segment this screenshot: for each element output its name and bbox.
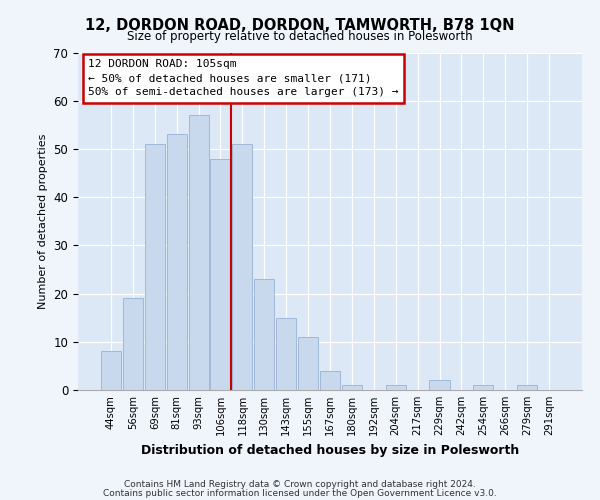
Bar: [386, 385, 406, 390]
Text: Contains public sector information licensed under the Open Government Licence v3: Contains public sector information licen…: [103, 488, 497, 498]
Bar: [232, 144, 253, 390]
Text: Size of property relative to detached houses in Polesworth: Size of property relative to detached ho…: [127, 30, 473, 43]
Bar: [123, 298, 143, 390]
Bar: [298, 337, 318, 390]
Bar: [320, 370, 340, 390]
Text: 12, DORDON ROAD, DORDON, TAMWORTH, B78 1QN: 12, DORDON ROAD, DORDON, TAMWORTH, B78 1…: [85, 18, 515, 32]
Bar: [211, 158, 230, 390]
Bar: [517, 385, 537, 390]
Bar: [430, 380, 449, 390]
Bar: [188, 115, 209, 390]
Bar: [254, 279, 274, 390]
Bar: [473, 385, 493, 390]
Bar: [276, 318, 296, 390]
X-axis label: Distribution of detached houses by size in Polesworth: Distribution of detached houses by size …: [141, 444, 519, 456]
Text: Contains HM Land Registry data © Crown copyright and database right 2024.: Contains HM Land Registry data © Crown c…: [124, 480, 476, 489]
Bar: [342, 385, 362, 390]
Text: 12 DORDON ROAD: 105sqm
← 50% of detached houses are smaller (171)
50% of semi-de: 12 DORDON ROAD: 105sqm ← 50% of detached…: [88, 59, 398, 97]
Bar: [167, 134, 187, 390]
Bar: [145, 144, 165, 390]
Y-axis label: Number of detached properties: Number of detached properties: [38, 134, 48, 309]
Bar: [101, 352, 121, 390]
